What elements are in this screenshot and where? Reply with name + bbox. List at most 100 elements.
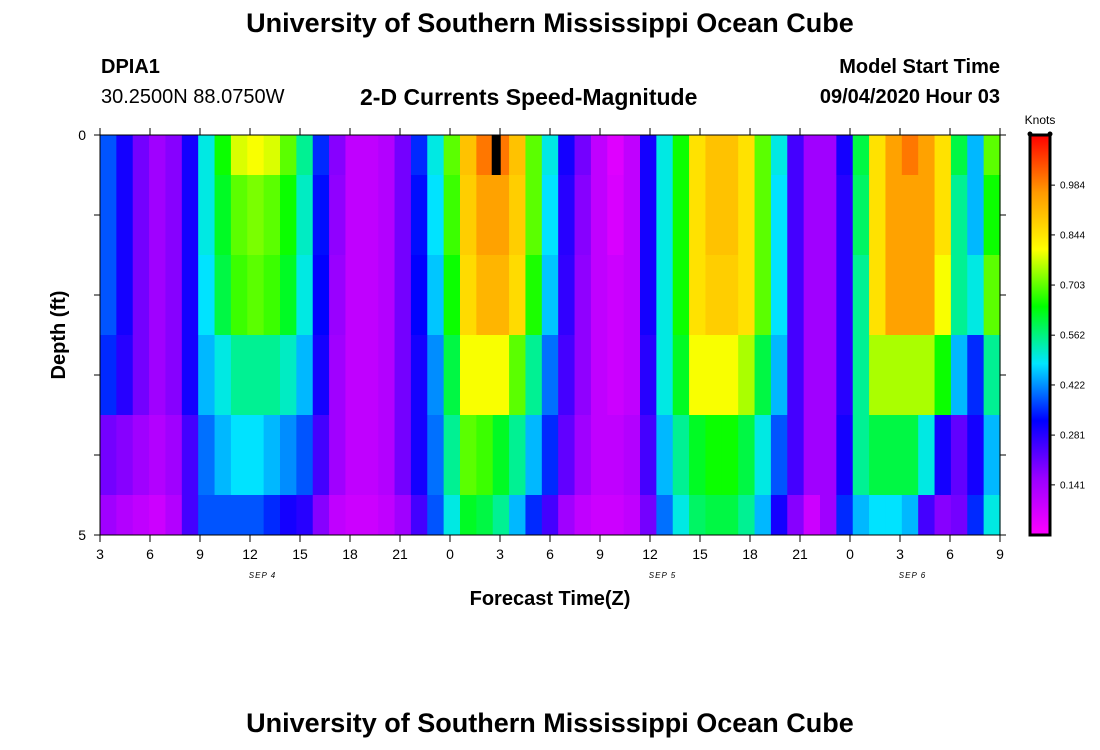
x-tick-label: 18 xyxy=(742,546,758,562)
heatmap-cell xyxy=(820,135,837,176)
heatmap-cell xyxy=(852,415,870,496)
heatmap-cell xyxy=(296,335,314,416)
heatmap-cell xyxy=(410,135,428,176)
x-tick-label: 21 xyxy=(392,546,408,562)
heatmap-cell xyxy=(770,255,788,336)
heatmap-cell xyxy=(590,335,608,416)
heatmap-cell xyxy=(640,175,657,256)
heatmap-cell xyxy=(345,135,363,176)
heatmap-cell xyxy=(967,175,985,256)
heatmap-cell xyxy=(378,495,396,536)
colorbar-scale xyxy=(1028,133,1052,537)
heatmap-cell xyxy=(394,495,412,536)
heatmap-cell xyxy=(312,175,330,256)
heatmap-cell xyxy=(770,495,788,536)
heatmap-cell xyxy=(574,175,592,256)
heatmap-cell xyxy=(410,495,428,536)
heatmap-cell xyxy=(181,495,199,536)
heatmap-cell xyxy=(558,135,576,176)
heatmap-cell xyxy=(558,255,576,336)
heatmap-cell xyxy=(901,135,919,176)
heatmap-cell xyxy=(590,135,608,176)
heatmap-cell xyxy=(476,175,494,256)
heatmap-cell xyxy=(721,335,739,416)
heatmap-cell xyxy=(983,255,1001,336)
heatmap-cell xyxy=(247,255,265,336)
heatmap-cell xyxy=(918,495,936,536)
heatmap-cell xyxy=(574,335,592,416)
heatmap-cell xyxy=(820,415,837,496)
heatmap-cell xyxy=(721,255,739,336)
heatmap-cell xyxy=(312,255,330,336)
heatmap-cell xyxy=(852,175,870,256)
heatmap-cell xyxy=(296,135,314,176)
heatmap-cell xyxy=(934,255,952,336)
colorbar-tick-label: 0.281 xyxy=(1060,431,1085,442)
heatmap-cell xyxy=(214,335,232,416)
heatmap-cell xyxy=(901,415,919,496)
heatmap-cell xyxy=(427,415,445,496)
heatmap-cell xyxy=(754,255,772,336)
heatmap-cell xyxy=(230,255,248,336)
heatmap-cell xyxy=(361,495,379,536)
heatmap-cell xyxy=(820,255,837,336)
heatmap-cell xyxy=(460,495,477,536)
heatmap-cell xyxy=(165,135,183,176)
heatmap-cell xyxy=(525,255,543,336)
heatmap-cell xyxy=(770,135,788,176)
station-id: DPIA1 xyxy=(101,56,160,78)
x-tick-label: 15 xyxy=(292,546,308,562)
y-tick-label: 5 xyxy=(78,527,86,543)
heatmap-cell xyxy=(460,255,477,336)
heatmap-cell xyxy=(492,415,510,496)
heatmap-cell xyxy=(623,135,641,176)
heatmap-cell xyxy=(378,415,396,496)
heatmap-cell xyxy=(476,135,494,176)
heatmap-cell xyxy=(214,415,232,496)
heatmap-cell xyxy=(525,495,543,536)
y-axis: 05 xyxy=(78,127,1006,543)
heatmap-cell xyxy=(361,415,379,496)
heatmap-cell xyxy=(492,255,510,336)
heatmap-cell xyxy=(165,175,183,256)
heatmap-cell xyxy=(689,495,707,536)
heatmap-cell xyxy=(836,415,854,496)
heatmap-cell xyxy=(607,175,625,256)
heatmap-cell xyxy=(623,415,641,496)
heatmap-cell xyxy=(869,135,887,176)
heatmap-cell xyxy=(934,175,952,256)
heatmap-cell xyxy=(198,135,216,176)
heatmap-cell xyxy=(656,335,674,416)
x-tick-label: 3 xyxy=(96,546,104,562)
heatmap-cell xyxy=(558,495,576,536)
heatmap-cell xyxy=(476,495,494,536)
heatmap-cell xyxy=(460,135,477,176)
heatmap-cell xyxy=(263,495,281,536)
heatmap-cell xyxy=(934,135,952,176)
heatmap-cell xyxy=(934,335,952,416)
heatmap-cell xyxy=(754,415,772,496)
heatmap-cell xyxy=(181,175,199,256)
heatmap-cell xyxy=(754,175,772,256)
heatmap-cell xyxy=(558,415,576,496)
heatmap-cell xyxy=(100,495,117,536)
y-tick-label: 0 xyxy=(78,127,86,143)
heatmap-cell xyxy=(312,135,330,176)
heatmap-cell xyxy=(885,415,903,496)
heatmap-cell xyxy=(967,335,985,416)
heatmap-cell xyxy=(443,495,461,536)
heatmap-cell xyxy=(705,415,723,496)
heatmap-cell xyxy=(574,495,592,536)
heatmap-cell xyxy=(460,175,477,256)
heatmap-cell xyxy=(541,255,559,336)
heatmap-cell xyxy=(607,135,625,176)
heatmap-cell xyxy=(476,415,494,496)
heatmap-cell xyxy=(852,495,870,536)
colorbar-unit-label: Knots xyxy=(1025,113,1056,127)
heatmap-cell xyxy=(640,495,657,536)
heatmap-cell xyxy=(509,175,527,256)
heatmap-cell xyxy=(656,415,674,496)
heatmap-cell xyxy=(705,255,723,336)
chart-title: 2-D Currents Speed-Magnitude xyxy=(360,84,698,110)
heatmap-cell xyxy=(787,175,805,256)
